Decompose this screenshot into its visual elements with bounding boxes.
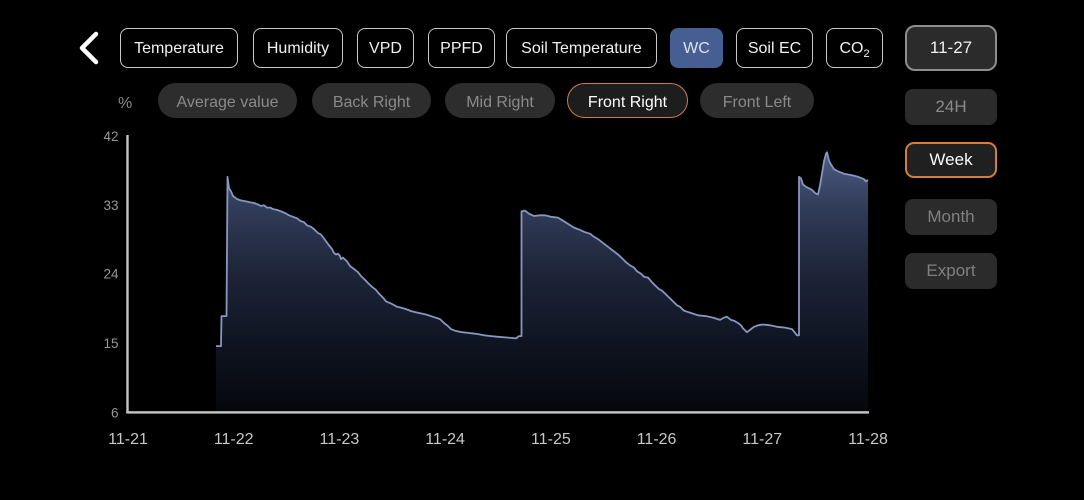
- svg-text:33: 33: [103, 198, 118, 213]
- svg-text:11-26: 11-26: [637, 431, 677, 448]
- svg-text:11-21: 11-21: [108, 431, 148, 448]
- svg-text:42: 42: [103, 129, 118, 144]
- svg-text:11-25: 11-25: [531, 431, 571, 448]
- svg-text:6: 6: [111, 406, 119, 421]
- svg-text:11-24: 11-24: [425, 431, 465, 448]
- svg-text:15: 15: [103, 336, 118, 351]
- svg-text:11-28: 11-28: [848, 431, 888, 448]
- svg-text:24: 24: [103, 267, 119, 282]
- svg-text:11-27: 11-27: [742, 431, 782, 448]
- svg-text:11-23: 11-23: [320, 431, 360, 448]
- svg-text:11-22: 11-22: [214, 431, 254, 448]
